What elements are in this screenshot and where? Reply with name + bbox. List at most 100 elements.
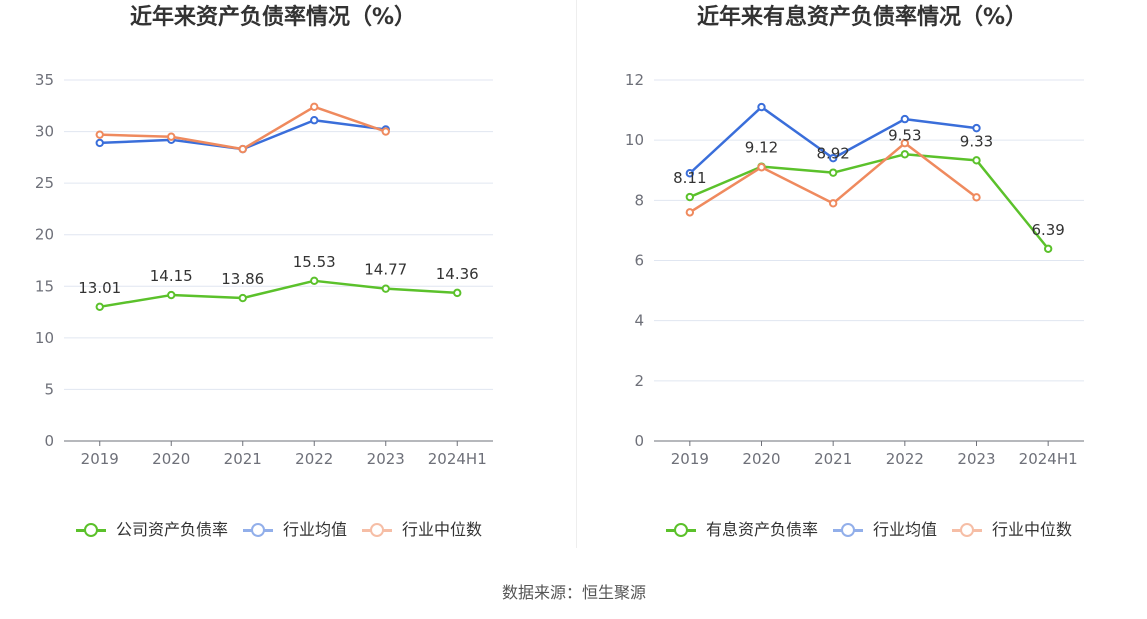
data-point	[453, 288, 462, 298]
y-tick-label: 4	[634, 312, 644, 330]
y-tick-label: 20	[35, 226, 54, 244]
data-point	[828, 154, 838, 163]
plot-area-0: 0 5 10 15 20 25 30 35 2019 2020 2021 2022 2023 2024H1…	[35, 71, 493, 468]
legend-label: 公司资产负债率	[116, 520, 229, 539]
data-point	[1043, 244, 1053, 253]
legend-icon-circle	[84, 523, 98, 537]
legend-line-circle-icon	[243, 523, 274, 537]
data-point	[95, 138, 104, 148]
data-point	[972, 123, 981, 133]
y-tick-label: 35	[35, 71, 54, 89]
x-tick-label: 2023	[367, 450, 405, 468]
data-point	[972, 193, 981, 202]
legend-line-circle-icon	[76, 523, 106, 537]
legend-item: 行业中位数	[952, 520, 1072, 540]
x-tick-label: 2024H1	[1019, 450, 1078, 468]
data-point	[167, 132, 176, 141]
data-point	[900, 138, 910, 148]
data-label: 6.39	[1031, 221, 1064, 239]
series-line	[99, 105, 387, 151]
series-line	[689, 153, 1050, 250]
legend-label: 行业均值	[873, 520, 938, 539]
legend-item: 行业均值	[243, 520, 347, 540]
data-label: 13.86	[221, 270, 264, 288]
data-label: 9.53	[888, 126, 921, 144]
series-0	[95, 276, 462, 312]
data-source-note: 数据来源：恒生聚源	[501, 583, 647, 602]
y-tick-label: 15	[35, 277, 54, 295]
panel-divider	[576, 0, 577, 548]
series-2	[95, 102, 390, 154]
legend-1: 有息资产负债率 行业均值 行业中位数	[666, 520, 1072, 540]
data-point	[972, 156, 981, 165]
legend-item: 行业均值	[833, 520, 937, 540]
data-point	[310, 116, 319, 125]
x-tick-label: 2021	[814, 450, 852, 468]
legend-label: 行业均值	[283, 520, 348, 539]
legend-icon-circle	[841, 523, 856, 537]
legend-line-circle-icon	[833, 523, 864, 537]
data-point	[238, 293, 247, 303]
data-label: 8.92	[816, 145, 849, 163]
x-tick-label: 2023	[957, 450, 995, 468]
data-point	[757, 102, 766, 112]
y-tick-label: 30	[35, 123, 54, 141]
series-1	[685, 102, 981, 178]
y-tick-label: 10	[625, 131, 644, 149]
data-label: 15.53	[293, 253, 336, 271]
legend-icon-circle	[251, 523, 266, 537]
legend-0: 公司资产负债率 行业均值 行业中位数	[76, 520, 482, 540]
x-tick-label: 2022	[886, 450, 924, 468]
y-tick-label: 0	[44, 432, 54, 450]
x-tick-label: 2021	[224, 450, 262, 468]
legend-icon-circle	[960, 523, 975, 537]
data-point	[310, 102, 319, 112]
legend-item: 行业中位数	[362, 520, 482, 540]
y-tick-label: 25	[35, 174, 54, 192]
legend-item: 公司资产负债率	[76, 520, 228, 540]
data-point	[900, 114, 910, 124]
data-point	[381, 127, 390, 136]
x-tick-label: 2020	[742, 450, 780, 468]
legend-label: 有息资产负债率	[706, 520, 819, 539]
data-point	[95, 302, 104, 312]
legend-label: 行业中位数	[402, 520, 483, 539]
legend-label: 行业中位数	[992, 520, 1073, 539]
y-tick-label: 12	[625, 71, 644, 89]
legend-item: 有息资产负债率	[666, 520, 818, 540]
y-tick-label: 2	[634, 372, 644, 390]
data-label: 8.11	[673, 169, 706, 187]
data-point	[900, 150, 910, 159]
chart-title-debt-ratio: 近年来资产负债率情况（%）	[129, 5, 417, 30]
data-label: 14.77	[364, 261, 407, 279]
series-2	[685, 138, 981, 217]
y-tick-label: 8	[634, 191, 644, 209]
data-label: 14.36	[436, 265, 479, 283]
data-point	[238, 144, 247, 154]
legend-icon-circle	[674, 523, 688, 537]
x-tick-label: 2019	[81, 450, 119, 468]
legend-line-circle-icon	[362, 523, 393, 537]
data-point	[381, 284, 390, 293]
data-point	[685, 208, 695, 217]
legend-line-circle-icon	[952, 523, 983, 537]
plot-area-1: 0 2 4 6 8 10 12 2019 2020 2021 2022 2023 2024H1 8.11 9…	[625, 71, 1084, 468]
data-point	[95, 130, 104, 139]
legend-line-circle-icon	[666, 523, 696, 537]
data-label: 9.12	[745, 139, 778, 157]
y-tick-label: 5	[44, 380, 54, 398]
chart-title-interest-bearing-debt-ratio: 近年来有息资产负债率情况（%）	[696, 5, 1028, 30]
data-point	[167, 290, 176, 300]
data-point	[685, 169, 695, 178]
data-label: 14.15	[150, 267, 193, 285]
x-tick-label: 2020	[152, 450, 190, 468]
data-point	[757, 163, 766, 172]
data-label: 13.01	[78, 279, 121, 297]
data-point	[828, 168, 838, 177]
data-label: 9.33	[960, 132, 993, 150]
data-point	[828, 199, 838, 208]
x-tick-label: 2024H1	[428, 450, 487, 468]
y-tick-label: 6	[634, 252, 644, 270]
